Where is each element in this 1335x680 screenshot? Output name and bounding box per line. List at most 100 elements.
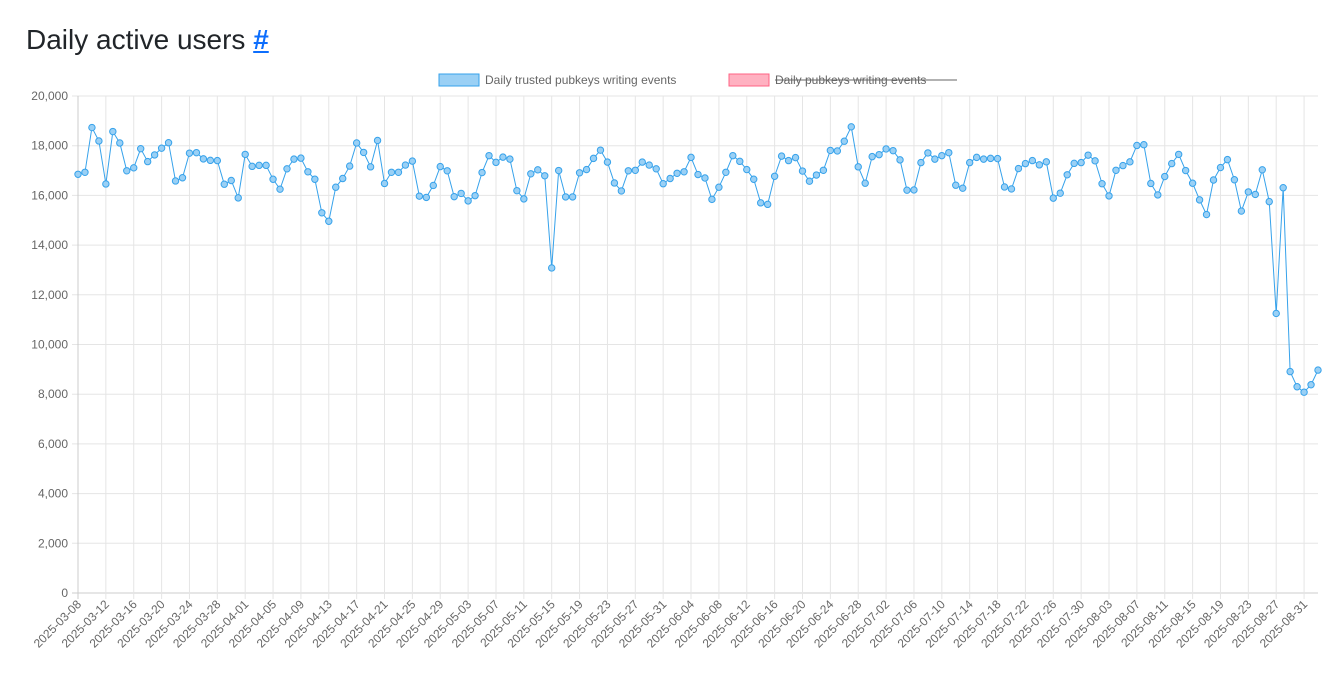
data-point xyxy=(269,175,277,183)
data-point xyxy=(770,172,779,180)
data-point xyxy=(1237,207,1246,215)
data-point xyxy=(575,169,584,177)
data-point xyxy=(708,195,716,204)
data-point xyxy=(1147,179,1155,188)
data-point xyxy=(861,179,869,187)
data-point xyxy=(185,149,194,157)
data-point xyxy=(143,157,152,166)
data-point xyxy=(1258,166,1266,174)
data-point xyxy=(485,151,493,160)
data-point xyxy=(1049,194,1057,202)
legend-swatch xyxy=(728,73,770,87)
page-title: Daily active users # xyxy=(26,22,269,58)
data-point xyxy=(840,137,848,145)
permalink-anchor[interactable]: # xyxy=(253,24,269,55)
data-point xyxy=(1279,183,1287,192)
y-tick-label: 6,000 xyxy=(38,437,68,451)
data-point xyxy=(784,156,793,165)
data-point xyxy=(1140,141,1148,149)
chart-legend: Daily trusted pubkeys writing events Dail… xyxy=(438,73,957,87)
data-point xyxy=(694,170,702,179)
data-point xyxy=(1007,185,1016,193)
data-point xyxy=(359,148,368,157)
data-point xyxy=(826,146,835,155)
data-point xyxy=(1063,171,1071,179)
data-point xyxy=(1014,164,1023,173)
data-point xyxy=(1272,309,1280,318)
data-point xyxy=(74,170,82,178)
x-axis-ticks: 2025-03-082025-03-122025-03-162025-03-20… xyxy=(31,597,1311,651)
data-point xyxy=(1216,163,1225,172)
y-axis-ticks: 0 2,000 4,000 6,000 8,000 10,000 12,000 14,000 1… xyxy=(31,89,68,600)
legend-swatch xyxy=(438,73,480,87)
data-point xyxy=(541,172,549,180)
data-point xyxy=(603,158,612,166)
data-point xyxy=(847,123,855,131)
data-point xyxy=(1119,161,1127,170)
data-point xyxy=(520,195,528,203)
data-point xyxy=(130,164,138,172)
data-point xyxy=(352,139,361,147)
data-point xyxy=(1098,180,1106,188)
data-point xyxy=(1021,159,1030,168)
data-point xyxy=(1251,190,1260,199)
data-point xyxy=(499,153,507,161)
data-point xyxy=(743,165,751,174)
data-point xyxy=(659,180,667,188)
data-point xyxy=(854,163,862,171)
data-point xyxy=(192,148,201,157)
data-point xyxy=(687,153,695,162)
data-point xyxy=(729,151,737,160)
data-point xyxy=(959,184,967,192)
data-point xyxy=(123,167,131,175)
data-point xyxy=(478,168,486,177)
data-point xyxy=(136,144,145,153)
data-point xyxy=(325,217,333,225)
legend-item[interactable]: Daily trusted pubkeys writing events xyxy=(438,73,676,87)
data-point xyxy=(1133,141,1141,150)
data-point xyxy=(1056,189,1064,197)
data-point xyxy=(1181,166,1190,175)
data-point xyxy=(589,154,598,163)
y-tick-label: 8,000 xyxy=(38,387,68,401)
page-title-text: Daily active users xyxy=(26,24,246,55)
data-point xyxy=(979,155,988,163)
data-point xyxy=(408,157,417,165)
data-point xyxy=(262,161,270,170)
data-point xyxy=(422,193,431,202)
data-point xyxy=(1223,155,1232,164)
data-point xyxy=(206,156,215,165)
data-point xyxy=(164,139,173,147)
data-point xyxy=(366,163,375,171)
data-point xyxy=(332,183,340,191)
data-point xyxy=(1077,158,1085,167)
data-point xyxy=(548,264,556,272)
data-point xyxy=(248,162,256,171)
data-point xyxy=(945,148,953,157)
legend-item[interactable]: Daily pubkeys writing events xyxy=(728,73,957,87)
data-point xyxy=(513,186,521,195)
data-point xyxy=(645,161,653,169)
data-point xyxy=(673,169,681,177)
data-point xyxy=(875,150,883,159)
data-point xyxy=(387,168,396,176)
data-point xyxy=(1314,366,1322,374)
y-tick-label: 10,000 xyxy=(31,338,68,352)
data-point xyxy=(1035,161,1044,169)
data-point xyxy=(102,180,110,188)
data-point xyxy=(171,177,180,185)
data-point xyxy=(1105,192,1113,200)
data-point xyxy=(596,146,605,154)
data-point xyxy=(276,185,284,193)
data-point xyxy=(345,162,354,170)
data-point xyxy=(199,155,208,163)
data-point xyxy=(554,166,563,175)
data-point xyxy=(1230,176,1239,184)
data-point xyxy=(429,181,437,190)
data-point xyxy=(910,186,918,194)
data-point xyxy=(993,154,1002,163)
data-point xyxy=(1154,191,1162,199)
data-point xyxy=(241,150,249,159)
data-point xyxy=(213,156,222,165)
y-tick-label: 2,000 xyxy=(38,536,68,550)
